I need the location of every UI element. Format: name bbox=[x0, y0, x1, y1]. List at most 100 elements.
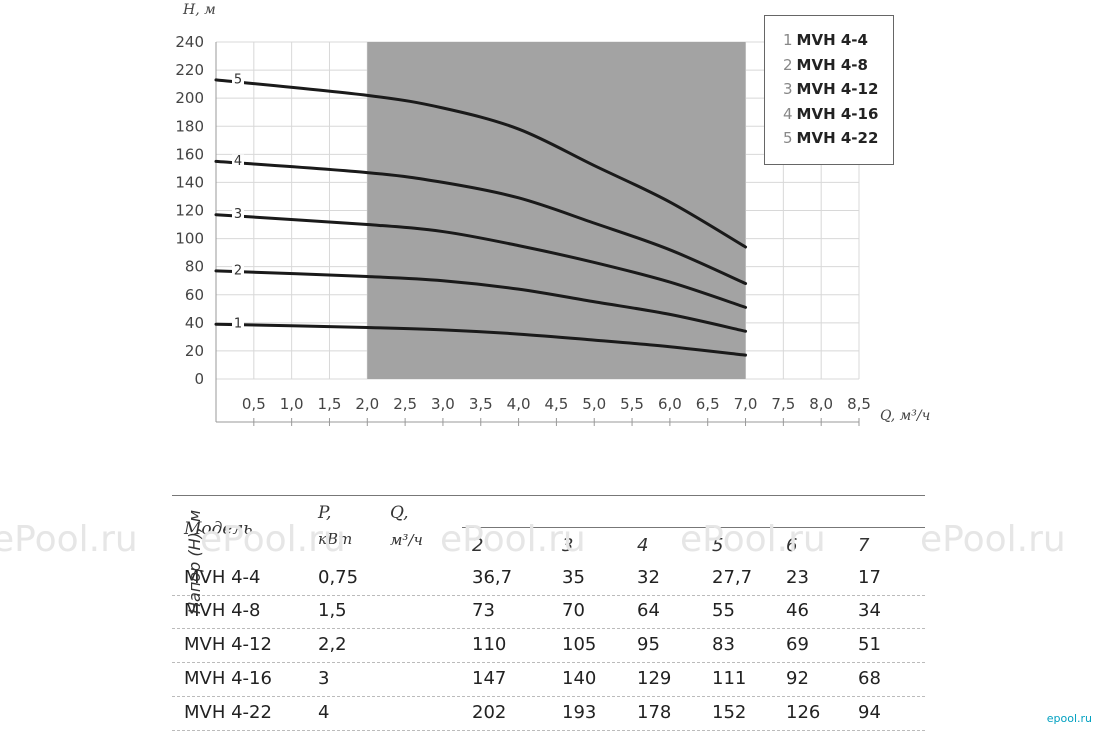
legend-entry-number: 3 bbox=[783, 80, 793, 98]
series-label-bg bbox=[232, 72, 244, 87]
table-row-value: 178 bbox=[637, 702, 672, 723]
header-flow: Q, bbox=[390, 503, 409, 523]
x-axis-label: Q, м³/ч bbox=[880, 408, 930, 424]
legend-entry: 1 MVH 4-4 bbox=[783, 28, 893, 53]
legend-entry-name: MVH 4-4 bbox=[796, 31, 868, 49]
table-row-value: 35 bbox=[562, 567, 585, 588]
y-axis-label: H, м bbox=[182, 2, 216, 18]
y-tick-label: 140 bbox=[175, 173, 204, 191]
table-row-value: 92 bbox=[786, 668, 809, 689]
watermark: ePool.ru bbox=[0, 519, 138, 560]
table-row-value: 17 bbox=[858, 567, 881, 588]
x-tick-label: 5,0 bbox=[582, 395, 606, 413]
header-flow-point: 5 bbox=[712, 535, 724, 556]
table-row-value: 152 bbox=[712, 702, 747, 723]
table-row-value: 126 bbox=[786, 702, 821, 723]
table-row-divider bbox=[172, 730, 925, 731]
table-row-divider bbox=[172, 595, 925, 596]
y-tick-label: 20 bbox=[185, 342, 204, 360]
table-row-divider bbox=[172, 662, 925, 663]
series-label-1: 1 bbox=[234, 317, 242, 332]
y-tick-label: 240 bbox=[175, 33, 204, 51]
header-flow-unit: м³/ч bbox=[390, 531, 423, 549]
table-row-model: MVH 4-16 bbox=[184, 668, 272, 689]
table-row-value: 129 bbox=[637, 668, 672, 689]
watermark: ePool.ru bbox=[200, 519, 346, 560]
x-tick-label: 4,5 bbox=[544, 395, 568, 413]
table-row-model: MVH 4-12 bbox=[184, 634, 272, 655]
watermark: ePool.ru bbox=[440, 519, 586, 560]
header-flow-point: 7 bbox=[858, 535, 870, 556]
table-row-value: 110 bbox=[472, 634, 507, 655]
table-row-divider bbox=[172, 628, 925, 629]
series-label-bg bbox=[232, 154, 244, 169]
curves: 1 2 3 4 5 bbox=[214, 72, 748, 357]
x-tick-label: 1,5 bbox=[318, 395, 342, 413]
x-tick-label: 1,0 bbox=[280, 395, 304, 413]
table-row-value: 69 bbox=[786, 634, 809, 655]
table-row-model: MVH 4-22 bbox=[184, 702, 272, 723]
tick-labels: 0 20 40 60 80 100 120 140 160 180 200 220 240 0,5 1,0 1… bbox=[175, 33, 871, 413]
table-row-value: 55 bbox=[712, 600, 735, 621]
table-row-model: MVH 4-4 bbox=[184, 567, 261, 588]
legend-entry-number: 1 bbox=[783, 31, 793, 49]
y-tick-label: 0 bbox=[194, 370, 204, 388]
series-label-bg bbox=[232, 263, 244, 278]
y-tick-label: 200 bbox=[175, 89, 204, 107]
table-row-value: 36,7 bbox=[472, 567, 513, 588]
y-tick-label: 180 bbox=[175, 117, 204, 135]
table-row-power: 1,5 bbox=[318, 600, 347, 621]
x-tick-label: 0,5 bbox=[242, 395, 266, 413]
legend-entry: 2 MVH 4-8 bbox=[783, 53, 893, 78]
y-tick-label: 80 bbox=[185, 258, 204, 276]
legend-entry-number: 4 bbox=[783, 104, 793, 123]
table-row-value: 27,7 bbox=[712, 567, 753, 588]
series-line-1 bbox=[214, 322, 748, 357]
table-row-power: 0,75 bbox=[318, 567, 359, 588]
legend: 1 MVH 4-4 2 MVH 4-8 3 MVH 4-12 4 MVH 4-16 5 MVH 4… bbox=[764, 15, 894, 165]
series-line-3 bbox=[214, 213, 748, 309]
watermark-logo: epool.ru bbox=[1046, 712, 1092, 725]
x-tick-label: 6,0 bbox=[658, 395, 682, 413]
table-row-value: 68 bbox=[858, 668, 881, 689]
table-row-value: 105 bbox=[562, 634, 597, 655]
table-row-value: 70 bbox=[562, 600, 585, 621]
x-tick-label: 7,5 bbox=[771, 395, 795, 413]
legend-entry-number: 2 bbox=[783, 55, 793, 74]
x-tick-label: 8,5 bbox=[847, 395, 871, 413]
legend-entry-name: MVH 4-16 bbox=[796, 104, 879, 123]
table-row-value: 32 bbox=[637, 567, 660, 588]
x-tick-label: 3,0 bbox=[431, 395, 455, 413]
legend-entry: 3 MVH 4-12 bbox=[783, 77, 893, 102]
series-label-bg bbox=[232, 317, 244, 332]
x-tick-label: 3,5 bbox=[469, 395, 493, 413]
table-row-power: 2,2 bbox=[318, 634, 347, 655]
table-row-value: 193 bbox=[562, 702, 597, 723]
x-tick-label: 5,5 bbox=[620, 395, 644, 413]
header-flow-point: 4 bbox=[637, 535, 649, 556]
series-line-5 bbox=[214, 78, 748, 249]
series-label-3: 3 bbox=[234, 207, 242, 222]
series-label-bg bbox=[232, 207, 244, 222]
table-row-power: 3 bbox=[318, 668, 330, 689]
header-flow-point: 2 bbox=[472, 535, 484, 556]
series-label-2: 2 bbox=[234, 263, 242, 278]
table-top-rule bbox=[172, 495, 925, 496]
table-row-value: 83 bbox=[712, 634, 735, 655]
series-line-4 bbox=[214, 159, 748, 286]
x-tick-label: 2,5 bbox=[393, 395, 417, 413]
legend-entry-name: MVH 4-12 bbox=[796, 80, 879, 98]
table-row-value: 34 bbox=[858, 600, 881, 621]
table-row-value: 111 bbox=[712, 668, 747, 689]
legend-entry-name: MVH 4-8 bbox=[796, 55, 868, 74]
table-row-value: 147 bbox=[472, 668, 507, 689]
watermark: ePool.ru bbox=[920, 519, 1066, 560]
y-tick-label: 220 bbox=[175, 61, 204, 79]
table-row-value: 64 bbox=[637, 600, 660, 621]
table-row-value: 140 bbox=[562, 668, 597, 689]
table-row-value: 202 bbox=[472, 702, 507, 723]
table-row-divider bbox=[172, 696, 925, 697]
x-tick-label: 8,0 bbox=[809, 395, 833, 413]
pump-curve-chart: 0 20 40 60 80 100 120 140 160 180 200 220 240 0,5 1,0 1… bbox=[175, 2, 930, 426]
header-power: P, bbox=[318, 503, 332, 523]
